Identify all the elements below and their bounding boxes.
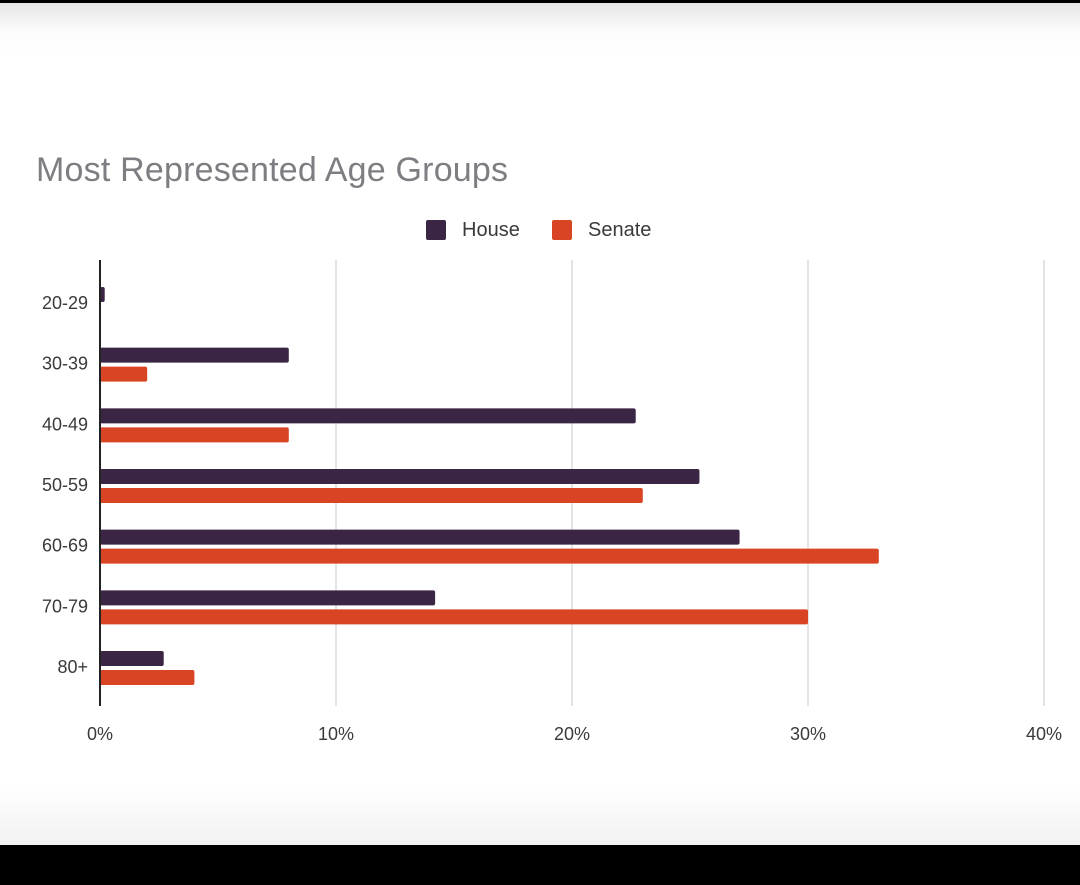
x-tick-label-0: 0% <box>87 724 113 744</box>
legend-item-house: House <box>426 217 520 243</box>
bar-house-30-39 <box>100 347 289 363</box>
bar-senate-50-59 <box>100 488 643 504</box>
x-tick-label-4: 40% <box>1026 724 1062 744</box>
bar-house-60-69 <box>100 529 740 545</box>
legend-swatch-senate <box>552 220 572 240</box>
legend-label-senate: Senate <box>588 218 652 241</box>
y-tick-label-60-69: 60-69 <box>42 536 88 556</box>
bar-house-80+ <box>100 651 164 667</box>
bar-senate-60-69 <box>100 548 879 564</box>
chart-title: Most Represented Age Groups <box>36 151 509 189</box>
bar-house-70-79 <box>100 590 436 606</box>
bar-senate-30-39 <box>100 366 148 382</box>
legend-item-senate: Senate <box>552 217 651 243</box>
y-tick-label-80+: 80+ <box>57 657 88 677</box>
bar-chart: 20-29 30-39 40-49 50-59 60-69 70-79 80+ 0% 10% 20… <box>42 260 1062 744</box>
y-tick-label-40-49: 40-49 <box>42 414 88 434</box>
screen: Most Represented Age Groups House Senate… <box>0 3 1080 845</box>
y-tick-label-70-79: 70-79 <box>42 596 88 616</box>
y-tick-label-20-29: 20-29 <box>42 293 88 313</box>
bar-house-50-59 <box>100 469 700 485</box>
legend-label-house: House <box>462 218 520 241</box>
y-tick-label-50-59: 50-59 <box>42 475 88 495</box>
legend-swatch-house <box>426 220 446 240</box>
bar-house-20-29 <box>100 287 105 302</box>
x-tick-label-2: 20% <box>554 724 590 744</box>
x-tick-label-1: 10% <box>318 724 354 744</box>
bar-senate-40-49 <box>100 427 289 443</box>
bar-house-40-49 <box>100 408 636 424</box>
x-tick-label-3: 30% <box>790 724 826 744</box>
y-tick-label-30-39: 30-39 <box>42 354 88 374</box>
bar-senate-70-79 <box>100 609 808 625</box>
bar-senate-80+ <box>100 670 195 686</box>
